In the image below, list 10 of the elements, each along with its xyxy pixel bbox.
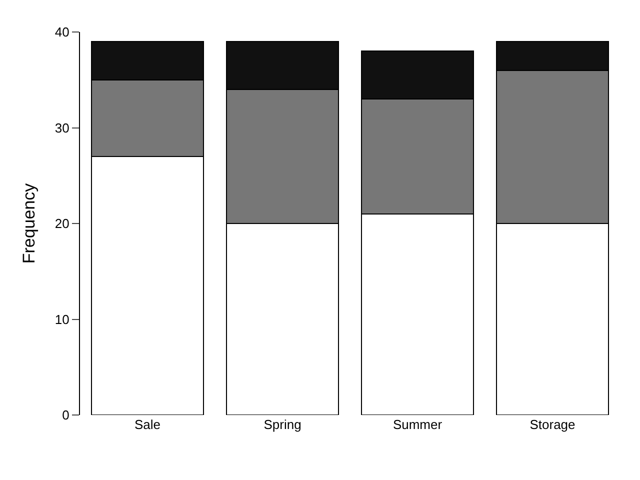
x-tick-label: Storage	[530, 417, 576, 432]
y-tick-label: 30	[54, 120, 70, 136]
x-tick-label: Spring	[264, 417, 302, 432]
x-tick-label: Sale	[134, 417, 161, 432]
y-tick-label: 0	[62, 408, 70, 423]
y-tick-label: 40	[54, 24, 70, 40]
y-axis-title: Frequency	[19, 182, 38, 264]
x-tick-label: Summer	[392, 417, 443, 432]
y-tick-label: 20	[54, 216, 70, 232]
y-tick-label: 10	[54, 312, 70, 327]
